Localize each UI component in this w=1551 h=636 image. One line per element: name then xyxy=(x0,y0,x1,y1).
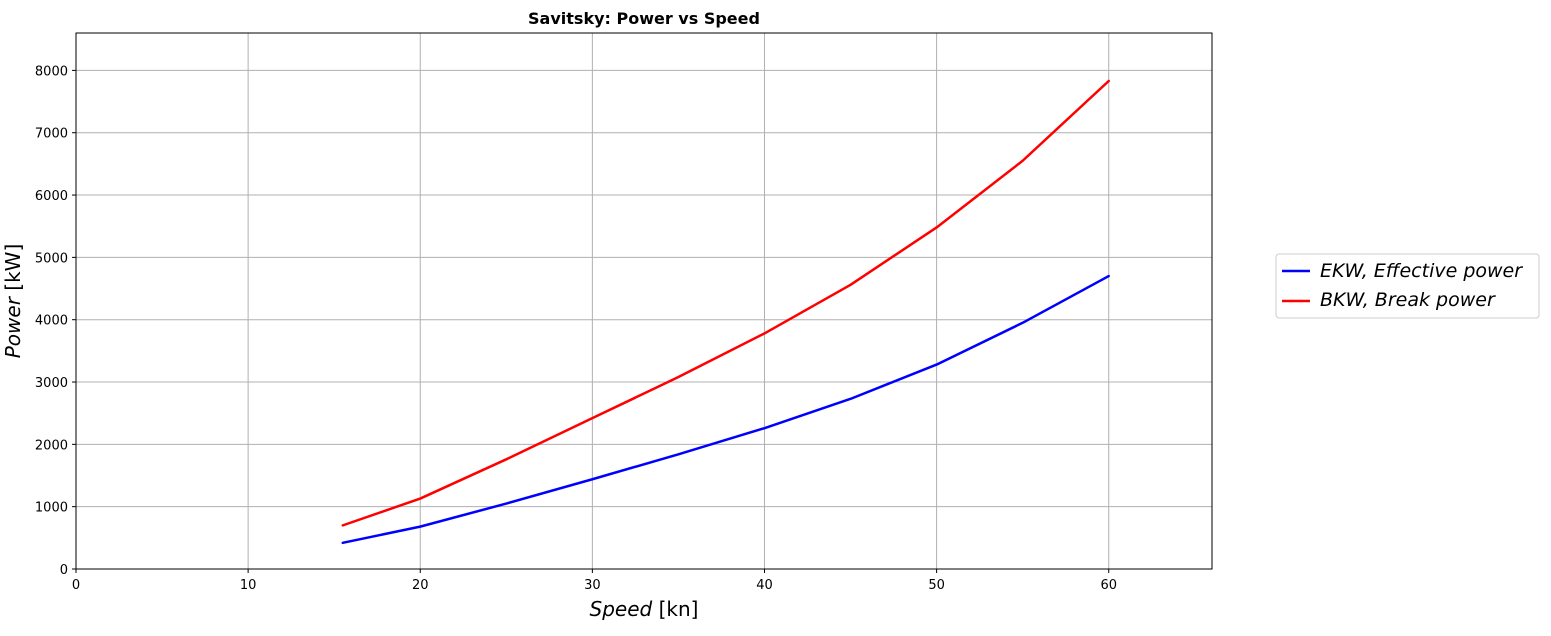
y-tick-label: 2000 xyxy=(35,438,68,453)
series-line-ekw xyxy=(341,274,1110,545)
x-tick-label: 60 xyxy=(1100,578,1117,593)
plot-frame xyxy=(75,32,1213,570)
y-tick-label: 1000 xyxy=(35,501,68,516)
y-tick-label: 0 xyxy=(60,563,68,578)
x-axis-label-main: Speed xyxy=(590,597,653,621)
legend-label-bkw: BKW, Break power xyxy=(1320,289,1496,311)
legend-label-ekw: EKW, Effective power xyxy=(1320,260,1523,282)
series-line-bkw xyxy=(341,79,1110,527)
y-tick-label: 4000 xyxy=(35,314,68,329)
y-tick-label: 6000 xyxy=(35,189,68,204)
y-axis-label-unit: [kW] xyxy=(1,244,25,291)
x-axis-label: Speed [kn] xyxy=(590,597,699,621)
chart-title: Savitsky: Power vs Speed xyxy=(528,9,760,28)
grid xyxy=(75,33,1212,570)
x-tick-label: 20 xyxy=(412,578,429,593)
x-tick-label: 0 xyxy=(72,578,80,593)
legend: EKW, Effective power BKW, Break power xyxy=(1275,253,1540,319)
x-tick-label: 40 xyxy=(756,578,773,593)
y-axis-label: Power [kW] xyxy=(1,244,25,359)
y-tick-label: 8000 xyxy=(35,64,68,79)
x-tick-label: 30 xyxy=(584,578,601,593)
y-axis-label-main: Power xyxy=(1,295,25,358)
y-tick-label: 5000 xyxy=(35,251,68,266)
legend-frame xyxy=(1275,253,1540,319)
axis-ticks: 0 10 20 30 40 50 60 0 1000 2000 3000 4000 5000 6000 70… xyxy=(35,64,1117,593)
x-axis-label-unit: [kn] xyxy=(659,597,699,621)
y-tick-label: 3000 xyxy=(35,376,68,391)
x-tick-label: 10 xyxy=(240,578,257,593)
y-tick-label: 7000 xyxy=(35,127,68,142)
series-lines xyxy=(341,79,1110,545)
x-tick-label: 50 xyxy=(928,578,945,593)
